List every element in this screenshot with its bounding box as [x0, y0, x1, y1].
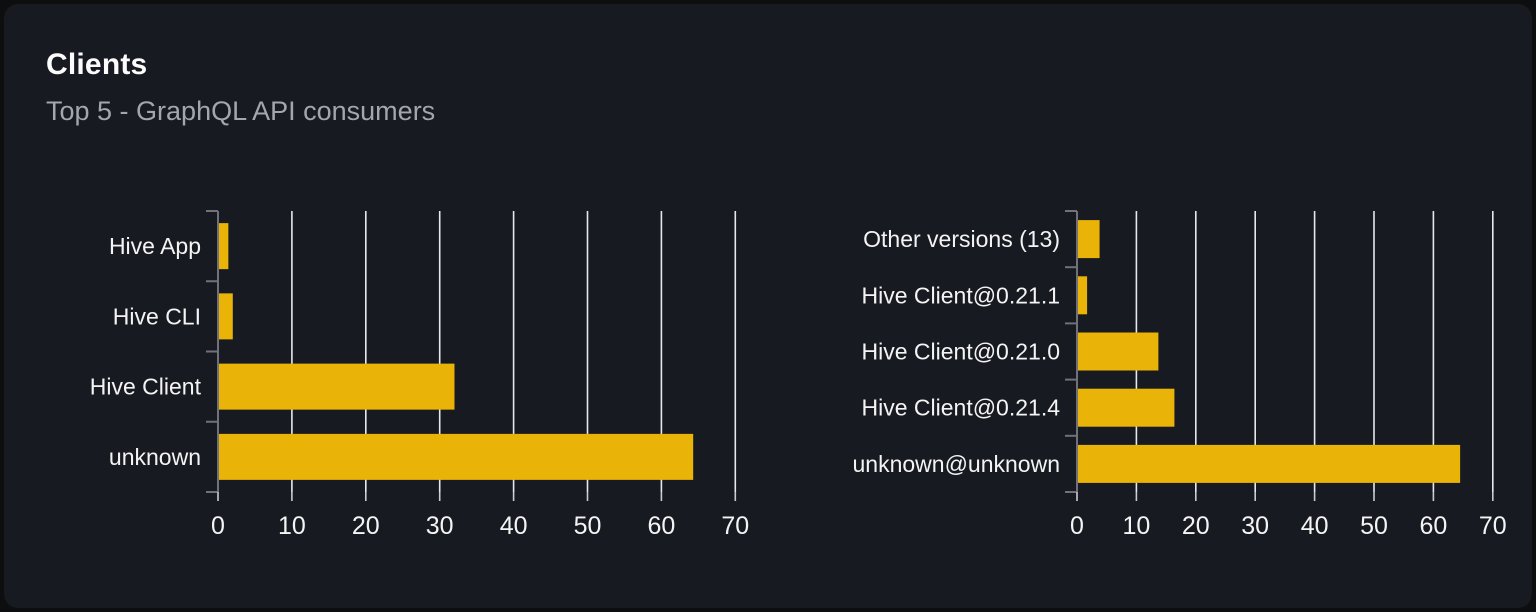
x-tick-label: 30 [1241, 512, 1269, 540]
x-tick-label: 30 [426, 512, 454, 540]
clients-card: Clients Top 5 - GraphQL API consumers Hi… [4, 4, 1532, 608]
category-label: Hive Client [90, 374, 202, 400]
x-tick-label: 0 [211, 512, 225, 540]
card-title: Clients [46, 48, 148, 81]
bar-hive-client-0-21-1[interactable] [1077, 276, 1088, 315]
x-tick-label: 40 [500, 512, 528, 540]
category-label: Hive Client@0.21.1 [862, 282, 1061, 308]
category-label: unknown@unknown [853, 451, 1060, 477]
card-subtitle: Top 5 - GraphQL API consumers [46, 96, 436, 126]
chart-svg: Hive App Hive CLI Hive Client unknown 0 10 20 3… [90, 210, 749, 540]
x-tick-label: 20 [1182, 512, 1210, 540]
bar-other-versions-13-[interactable] [1077, 220, 1100, 259]
chart-svg: Other versions (13) Hive Client@0.21.1 Hiv… [853, 210, 1507, 540]
x-tick-label: 10 [1122, 512, 1150, 540]
bar-hive-client-0-21-0[interactable] [1077, 332, 1159, 371]
category-label: unknown [109, 444, 201, 470]
bar-hive-client-0-21-4[interactable] [1077, 388, 1175, 427]
category-label: Hive CLI [113, 303, 201, 329]
bar-unknown[interactable] [218, 433, 694, 480]
x-tick-label: 20 [352, 512, 380, 540]
x-tick-label: 50 [1360, 512, 1388, 540]
bar-unknown-unknown[interactable] [1077, 444, 1461, 483]
bar-hive-cli[interactable] [218, 293, 233, 340]
bar-hive-client[interactable] [218, 363, 455, 410]
bar-chart-clients: Hive App Hive CLI Hive Client unknown 0 10 20 3… [80, 195, 790, 552]
x-tick-label: 70 [1479, 512, 1507, 540]
category-label: Hive Client@0.21.0 [862, 339, 1061, 365]
card-header: Clients Top 5 - GraphQL API consumers [4, 4, 1532, 128]
x-tick-label: 40 [1301, 512, 1329, 540]
bar-chart-client-versions: Other versions (13) Hive Client@0.21.1 Hiv… [830, 195, 1536, 552]
category-label: Other versions (13) [863, 226, 1060, 252]
x-tick-label: 10 [278, 512, 306, 540]
x-tick-label: 60 [647, 512, 675, 540]
x-tick-label: 70 [721, 512, 749, 540]
x-tick-label: 50 [574, 512, 602, 540]
bar-hive-app[interactable] [218, 223, 229, 270]
x-tick-label: 0 [1070, 512, 1084, 540]
category-label: Hive Client@0.21.4 [862, 395, 1061, 421]
category-label: Hive App [109, 233, 201, 259]
x-tick-label: 60 [1419, 512, 1447, 540]
